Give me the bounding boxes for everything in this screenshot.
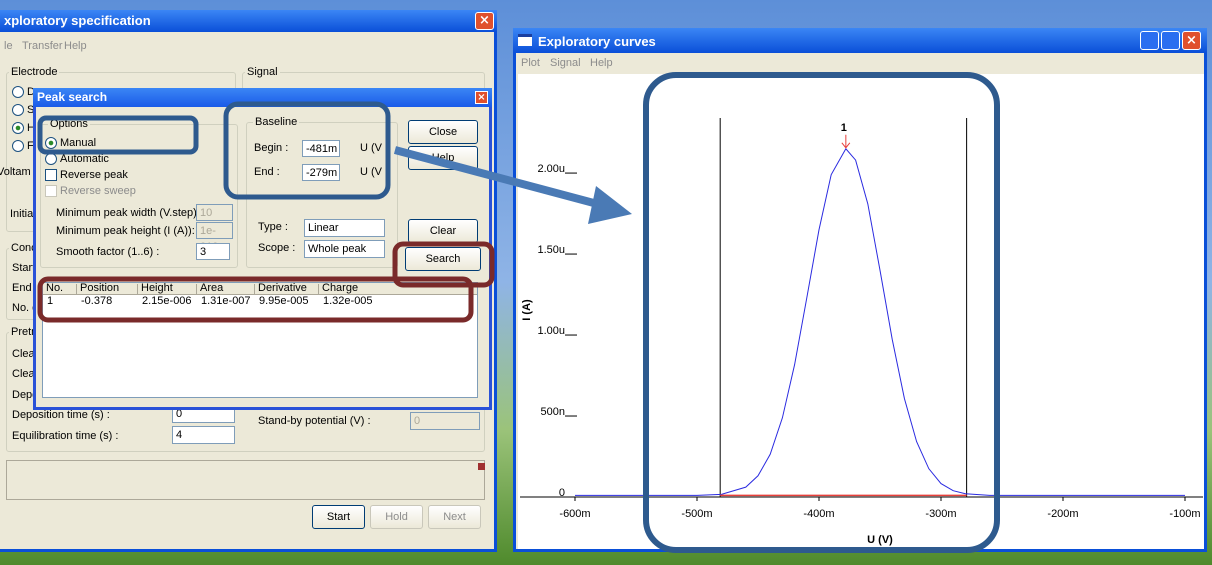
button[interactable]: Start <box>312 505 365 529</box>
column-separator <box>254 284 255 294</box>
desktop: xploratory specification × le Transfer H… <box>0 0 1212 565</box>
menu-item[interactable]: Help <box>64 40 87 53</box>
column-header: Derivative <box>258 282 307 295</box>
label: Begin : <box>254 142 288 155</box>
button[interactable]: Hold <box>370 505 423 529</box>
dropdown[interactable]: Linear <box>304 219 385 237</box>
menu-item[interactable]: Transfer <box>22 40 63 53</box>
spin-input[interactable]: -279m <box>302 164 340 181</box>
column-header: Charge <box>322 282 358 295</box>
x-tick-label: -500m <box>681 508 712 520</box>
button[interactable]: Search <box>405 247 481 271</box>
peak-label: 1 <box>841 122 847 134</box>
radio[interactable] <box>12 140 24 152</box>
column-separator <box>76 284 77 294</box>
chart: U (V) I (A) -600m -500m -400m -300m -200m -10… <box>513 28 1207 552</box>
y-tick-label: 1.00u <box>537 325 565 337</box>
button[interactable]: Clear <box>408 219 478 243</box>
label: Deposition time (s) : <box>12 409 110 422</box>
radio-label: Manual <box>60 137 96 150</box>
label: Voltam <box>0 166 31 179</box>
y-tick-label: 500n <box>541 406 565 418</box>
y-tick-label: 1.50u <box>537 244 565 256</box>
spin-input[interactable]: -481m <box>302 140 340 157</box>
peak-marker <box>842 135 850 148</box>
close-button[interactable]: × <box>475 91 488 104</box>
label: Stand-by potential (V) : <box>258 415 371 428</box>
y-tick-label: 2.00u <box>537 163 565 175</box>
label: Equilibration time (s) : <box>12 430 118 443</box>
table-cell: 9.95e-005 <box>259 295 309 308</box>
label: Minimum peak width (V.step): <box>56 207 200 220</box>
input[interactable]: 10 <box>196 204 233 221</box>
dropdown[interactable]: Whole peak <box>304 240 385 258</box>
button[interactable]: Close <box>408 120 478 144</box>
button[interactable]: Next <box>428 505 481 529</box>
x-tick-label: -400m <box>803 508 834 520</box>
label: Minimum peak height (I (A)): <box>56 225 195 238</box>
group-label: Options <box>48 118 90 131</box>
table-cell: 1 <box>47 295 53 308</box>
label: Initial <box>10 208 36 221</box>
group-label: Baseline <box>253 116 299 129</box>
unit: U (V <box>360 166 382 179</box>
radio[interactable] <box>12 122 24 134</box>
column-separator <box>137 284 138 294</box>
menu-item[interactable]: le <box>4 40 13 53</box>
input[interactable]: 1e-010 <box>196 222 233 239</box>
radio[interactable] <box>45 153 57 165</box>
label: Type : <box>258 221 288 234</box>
label: Scope : <box>258 242 295 255</box>
checkbox-label: Reverse peak <box>60 169 128 182</box>
radio[interactable] <box>12 104 24 116</box>
status-box <box>6 460 485 500</box>
label: Smooth factor (1..6) : <box>56 246 159 259</box>
dialog-title: Peak search <box>37 91 107 104</box>
checkbox[interactable] <box>45 185 57 197</box>
group-label: Electrode <box>9 66 59 79</box>
column-header: Position <box>80 282 119 295</box>
close-button[interactable]: × <box>475 12 494 30</box>
input[interactable]: 0 <box>410 412 480 430</box>
checkbox-label: Reverse sweep <box>60 185 136 198</box>
table-cell: 1.32e-005 <box>323 295 373 308</box>
x-axis-label: U (V) <box>867 534 893 546</box>
column-header: No. <box>46 282 63 295</box>
table-cell: 2.15e-006 <box>142 295 192 308</box>
x-tick-label: -300m <box>925 508 956 520</box>
input[interactable]: 4 <box>172 426 235 444</box>
button[interactable]: Help <box>408 146 478 170</box>
window-title: xploratory specification <box>4 14 151 27</box>
x-tick-label: -600m <box>559 508 590 520</box>
label: End <box>12 282 32 295</box>
unit: U (V <box>360 142 382 155</box>
radio[interactable] <box>45 137 57 149</box>
table-cell: -0.378 <box>81 295 112 308</box>
label: Start <box>12 262 35 275</box>
radio[interactable] <box>12 86 24 98</box>
group-label: Signal <box>245 66 280 79</box>
column-separator <box>318 284 319 294</box>
spin-input[interactable]: 3 <box>196 243 230 260</box>
curve <box>575 149 1185 496</box>
radio-label: Automatic <box>60 153 109 166</box>
label: End : <box>254 166 280 179</box>
y-axis-label: I (A) <box>521 299 533 321</box>
column-header: Height <box>141 282 173 295</box>
column-header: Area <box>200 282 223 295</box>
column-separator <box>196 284 197 294</box>
y-tick-label: 0 <box>559 487 565 499</box>
x-tick-label: -100m <box>1169 508 1200 520</box>
x-tick-label: -200m <box>1047 508 1078 520</box>
table-cell: 1.31e-007 <box>201 295 251 308</box>
status-indicator <box>478 463 485 470</box>
checkbox[interactable] <box>45 169 57 181</box>
